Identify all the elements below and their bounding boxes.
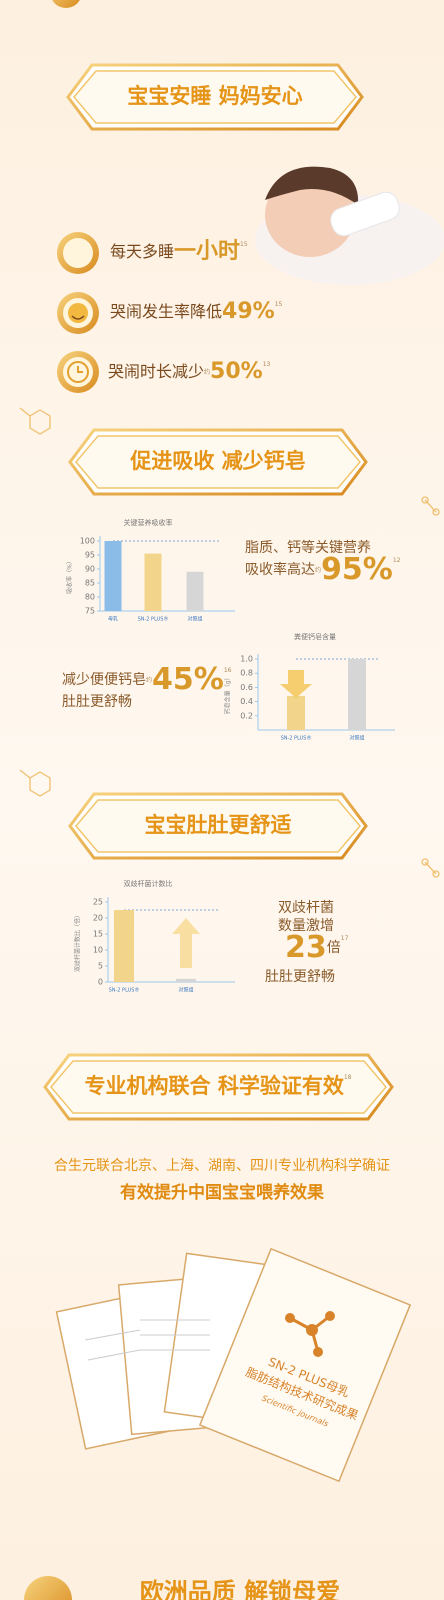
bar: [287, 695, 305, 730]
stat-text: 减少便便钙皂约45%16: [62, 662, 232, 697]
x-tick-label: 对照组: [349, 735, 364, 742]
bar: [144, 553, 162, 611]
banner-inner: [50, 1060, 387, 1114]
stat-text: 肚肚更舒畅: [62, 694, 132, 710]
chart-title: 粪便钙皂含量: [294, 632, 336, 641]
bar: [348, 659, 366, 730]
y-axis-label: 吸收率（%）: [66, 558, 74, 594]
banner-inner: [75, 799, 361, 853]
x-tick-label: 对照组: [187, 616, 202, 623]
y-tick-label: 0.8: [240, 669, 253, 678]
y-tick-label: 1.0: [240, 655, 253, 664]
stat-text: 双歧杆菌: [278, 900, 334, 916]
icon: [57, 351, 99, 393]
y-tick-label: 0.2: [240, 711, 253, 720]
section-title: 专业机构联合 科学验证有效18: [85, 1074, 352, 1099]
bar: [114, 910, 134, 982]
icon: [57, 292, 99, 334]
bar: [176, 978, 196, 982]
y-tick-label: 80: [85, 593, 95, 602]
baby-photo: [255, 166, 444, 285]
benefit: 每天多睡一小时15: [110, 239, 248, 264]
y-axis-label: 双歧杆菌计数比（倍）: [74, 912, 82, 972]
stat-text: 脂质、钙等关键营养: [245, 539, 371, 556]
intro-line: 有效提升中国宝宝喂养效果: [120, 1182, 324, 1203]
stat-text: 肚肚更舒畅: [265, 969, 335, 985]
x-tick-label: SN-2 PLUS®: [138, 616, 169, 623]
chart-title: 关键营养吸收率: [124, 518, 173, 527]
benefit: 哭闹发生率降低49%15: [110, 299, 283, 324]
chart-title: 双歧杆菌计数比: [124, 879, 173, 888]
y-tick-label: 75: [85, 607, 95, 616]
section-title: 宝宝肚肚更舒适: [145, 813, 292, 837]
section-title: 促进吸收 减少钙皂: [129, 449, 305, 473]
y-tick-label: 100: [80, 537, 95, 546]
y-tick-label: 0: [98, 978, 103, 987]
x-tick-label: 母乳: [108, 616, 118, 623]
bottom-badge: [24, 1576, 72, 1600]
x-tick-label: SN-2 PLUS®: [109, 987, 140, 994]
stat-text: 吸收率高达约95%12: [245, 552, 401, 587]
bar: [186, 571, 204, 611]
banners: [43, 63, 394, 1121]
y-tick-label: 90: [85, 565, 95, 574]
benefit: 哭闹时长减少约50%13: [108, 359, 271, 384]
y-tick-label: 95: [85, 551, 95, 560]
intro-line: 合生元联合北京、上海、湖南、四川专业机构科学确证: [54, 1158, 390, 1174]
y-tick-label: 0.6: [240, 683, 253, 692]
arrow-down: [280, 670, 312, 698]
y-tick-label: 20: [93, 914, 103, 923]
banner-inner: [73, 70, 357, 124]
top-badge: [52, 0, 80, 8]
x-tick-label: 对照组: [178, 987, 193, 994]
papers: [55, 1247, 412, 1483]
y-tick-label: 15: [93, 930, 103, 939]
y-axis-label: 钙皂含量（g）: [224, 675, 232, 715]
banner-inner: [75, 435, 361, 489]
arrow-up: [172, 918, 200, 968]
section-title: 欧洲品质 解锁母爱: [140, 1578, 340, 1600]
molecule-deco: [19, 407, 440, 878]
section-title: 宝宝安睡 妈妈安心: [127, 84, 302, 108]
y-tick-label: 5: [98, 962, 103, 971]
y-tick-label: 25: [93, 898, 103, 907]
icon: [57, 232, 99, 274]
bar: [104, 541, 122, 611]
stat-text: 23倍17: [285, 930, 349, 965]
stat-text: 数量激增: [278, 917, 334, 934]
y-tick-label: 10: [93, 946, 103, 955]
y-tick-label: 0.4: [240, 697, 253, 706]
x-tick-label: SN-2 PLUS®: [281, 735, 312, 742]
y-tick-label: 85: [85, 579, 95, 588]
